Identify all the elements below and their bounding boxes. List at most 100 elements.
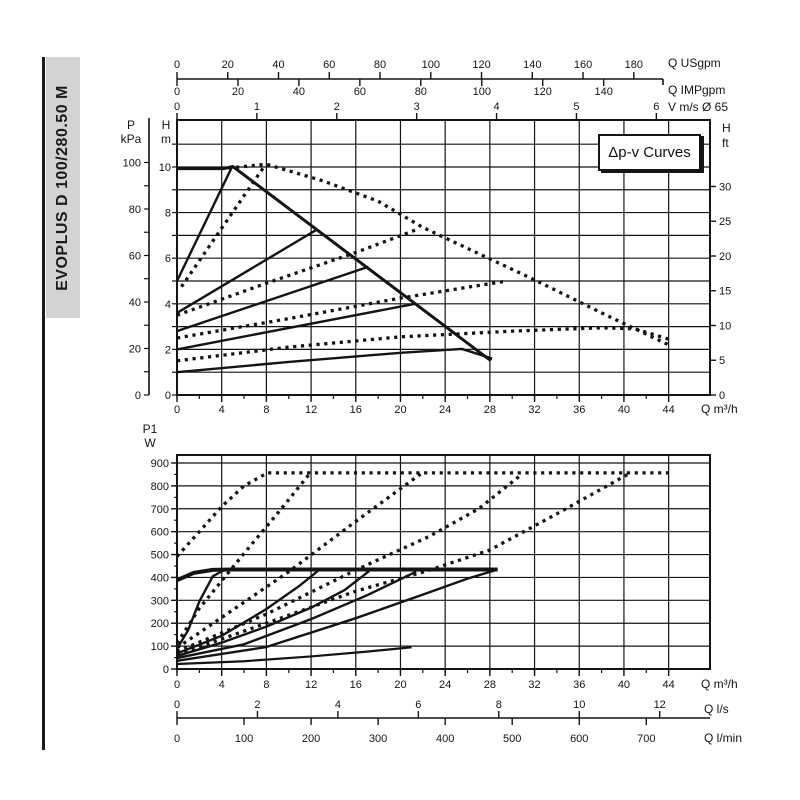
head-ft-tick-label: 0 — [719, 390, 725, 402]
flow-m3h-tick-label: 16 — [350, 404, 362, 416]
dpv-4-single — [176, 302, 416, 351]
head-m-tick-label: 8 — [165, 208, 171, 220]
kpa-tick-label: 100 — [123, 157, 141, 169]
dpv-curves-label: Δp-v Curves — [608, 144, 691, 161]
flow-lmin-tick-label: 500 — [503, 733, 521, 745]
power-w-tick-label: 900 — [151, 458, 169, 470]
power-axis-unit: W — [144, 436, 156, 450]
flow-m3h-tick-label: 32 — [528, 404, 540, 416]
kpa-tick-label: 60 — [129, 250, 141, 262]
power-5.5-parallel — [176, 472, 524, 654]
flow-lmin-tick-label: 200 — [302, 733, 320, 745]
margin-rule — [42, 57, 45, 750]
flow-m3h-tick-label: 0 — [174, 679, 180, 691]
velocity-tick-label: 1 — [254, 101, 260, 113]
power-5.5-single — [176, 570, 370, 658]
usgpm-tick-label: 160 — [574, 59, 592, 71]
dpv-7-single — [176, 228, 318, 314]
head-m-tick-label: 0 — [165, 390, 171, 402]
velocity-axis-unit: V m/s Ø 65 — [668, 100, 728, 114]
pressure-axis-unit: kPa — [121, 132, 142, 146]
head-m-tick-label: 4 — [165, 299, 171, 311]
head-ft-tick-label: 25 — [719, 216, 731, 228]
dpv-5-parallel — [176, 279, 507, 340]
power-7-parallel — [176, 472, 422, 650]
flow-lmin-tick-label: 600 — [570, 733, 588, 745]
pressure-axis-symbol: P — [127, 118, 135, 132]
head-ft-tick-label: 5 — [719, 355, 725, 367]
flow-m3h-tick-label: 12 — [305, 679, 317, 691]
head-ft-axis-symbol: H — [722, 121, 731, 135]
power-w-tick-label: 200 — [151, 618, 169, 630]
flow-m3h-tick-label: 28 — [484, 404, 496, 416]
impgpm-tick-label: 40 — [293, 86, 305, 98]
impgpm-tick-label: 20 — [232, 86, 244, 98]
head-m-tick-label: 2 — [165, 344, 171, 356]
power-w-tick-label: 0 — [163, 664, 169, 676]
impgpm-tick-label: 0 — [174, 86, 180, 98]
impgpm-tick-label: 140 — [594, 86, 612, 98]
flow-lmin-unit: Q l/min — [704, 731, 742, 745]
flow-m3h-tick-label: 44 — [663, 404, 675, 416]
flow-m3h-tick-label: 40 — [618, 679, 630, 691]
flow-lmin-tick-label: 700 — [637, 733, 655, 745]
dpv-10-parallel — [180, 167, 265, 288]
velocity-tick-label: 5 — [573, 101, 579, 113]
power-w-tick-label: 800 — [151, 481, 169, 493]
flow-lmin-tick-label: 300 — [369, 733, 387, 745]
dpv-curves-legend: Δp-v Curves — [598, 134, 701, 171]
dpv-7-parallel — [176, 226, 421, 317]
power-7-single — [176, 569, 320, 655]
usgpm-tick-label: 20 — [222, 59, 234, 71]
flow-m3h-tick-label: 24 — [439, 679, 451, 691]
power-w-tick-label: 700 — [151, 504, 169, 516]
flow-m3h-tick-label: 36 — [573, 404, 585, 416]
flow-ls-tick-label: 0 — [174, 699, 180, 711]
flow-m3h-tick-label: 32 — [528, 679, 540, 691]
usgpm-tick-label: 80 — [374, 59, 386, 71]
flow-m3h-tick-label: 12 — [305, 404, 317, 416]
power-4-single — [176, 570, 417, 660]
plot-frame — [176, 454, 711, 670]
power-w-tick-label: 600 — [151, 527, 169, 539]
impgpm-tick-label: 80 — [415, 86, 427, 98]
velocity-tick-label: 4 — [493, 101, 499, 113]
flow-m3h-tick-label: 44 — [663, 679, 675, 691]
power-w-tick-label: 500 — [151, 550, 169, 562]
plot-frame — [176, 119, 711, 396]
flow-lmin-tick-label: 100 — [235, 733, 253, 745]
velocity-tick-label: 2 — [334, 101, 340, 113]
flow-m3h-tick-label: 4 — [219, 404, 225, 416]
power-2-single — [176, 568, 497, 662]
flow-m3h-tick-label: 4 — [219, 679, 225, 691]
power-w-tick-label: 400 — [151, 572, 169, 584]
flow-m3h-tick-label: 20 — [394, 679, 406, 691]
head-ft-tick-label: 30 — [719, 181, 731, 193]
impgpm-tick-label: 100 — [473, 86, 491, 98]
dpv-3-parallel — [176, 326, 670, 363]
dpv-5.5-single — [176, 265, 369, 333]
flow-m3h-unit-bottom-chart: Q m³/h — [701, 677, 738, 691]
usgpm-tick-label: 100 — [422, 59, 440, 71]
flow-m3h-tick-label: 16 — [350, 679, 362, 691]
flow-m3h-tick-label: 36 — [573, 679, 585, 691]
flow-m3h-tick-label: 24 — [439, 404, 451, 416]
dpv-2-single — [176, 347, 493, 374]
flow-m3h-tick-label: 40 — [618, 404, 630, 416]
head-m-tick-label: 10 — [159, 162, 171, 174]
usgpm-tick-label: 180 — [625, 59, 643, 71]
head-ft-tick-label: 20 — [719, 251, 731, 263]
kpa-tick-label: 80 — [129, 204, 141, 216]
head-ft-tick-label: 15 — [719, 286, 731, 298]
usgpm-tick-label: 40 — [272, 59, 284, 71]
flow-m3h-tick-label: 8 — [263, 404, 269, 416]
head-ft-axis-unit: ft — [722, 136, 729, 150]
power-axis-symbol: P1 — [143, 422, 158, 436]
max-speed-single — [177, 165, 492, 362]
usgpm-tick-label: 60 — [323, 59, 335, 71]
max-speed-parallel — [228, 162, 670, 347]
usgpm-tick-label: 0 — [174, 59, 180, 71]
